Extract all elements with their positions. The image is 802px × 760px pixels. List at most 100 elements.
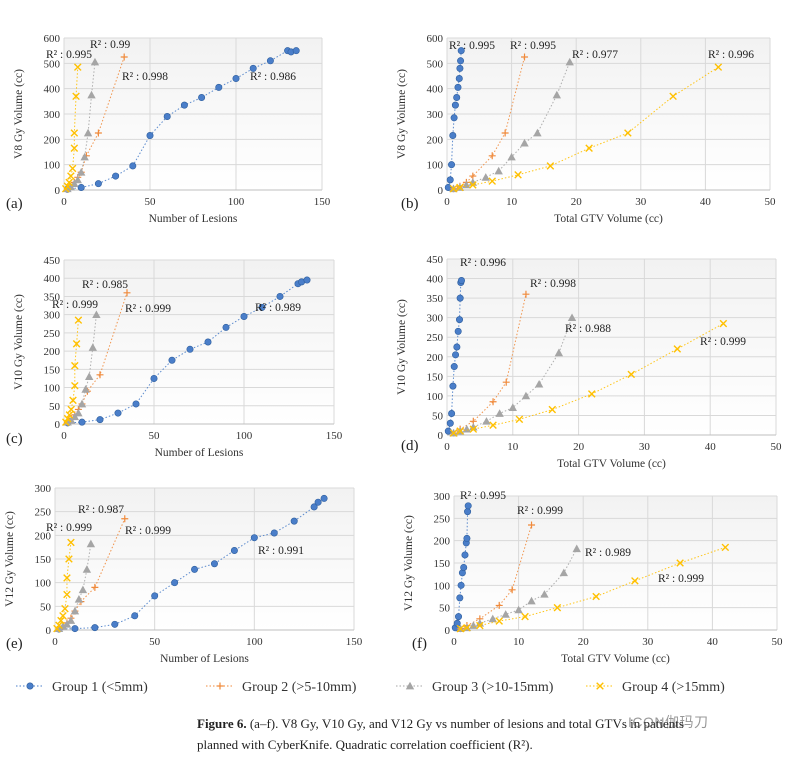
data-point-group-1 <box>150 374 158 382</box>
data-point-group-1 <box>180 101 188 109</box>
x-axis-title: Total GTV Volume (cc) <box>554 213 663 225</box>
y-tick-label: 400 <box>427 274 444 286</box>
y-tick-label: 200 <box>427 352 444 364</box>
data-point-group-3 <box>540 590 549 598</box>
data-point-group-3 <box>527 596 536 605</box>
y-tick-label: 150 <box>44 364 61 376</box>
data-point-group-1 <box>464 502 472 510</box>
x-tick-label: 50 <box>145 196 157 208</box>
x-tick-label: 50 <box>149 636 161 648</box>
legend-item-group-1: Group 1 (<5mm) <box>16 680 148 695</box>
data-point-group-3 <box>74 408 83 417</box>
data-point-group-4 <box>476 621 484 630</box>
data-point-group-4 <box>489 421 497 430</box>
legend-item-group-2: Group 2 (>5-10mm) <box>206 680 357 695</box>
data-point-group-1 <box>455 75 463 83</box>
data-point-group-1 <box>453 619 461 627</box>
data-point-group-3 <box>82 565 92 573</box>
data-point-group-3 <box>83 128 93 137</box>
y-tick-label: 600 <box>427 33 444 45</box>
data-point-group-1 <box>276 292 284 300</box>
y-tick-label: 300 <box>44 310 61 322</box>
data-point-group-1 <box>450 363 458 371</box>
y-tick-label: 0 <box>445 625 451 637</box>
y-axis-title: V12 Gy Volume (cc) <box>4 511 16 607</box>
r-squared-label: R² : 0.999 <box>52 299 98 311</box>
x-tick-label: 50 <box>772 636 784 648</box>
y-tick-label: 400 <box>44 273 61 285</box>
y-axis-title: V8 Gy Volume (cc) <box>396 69 408 159</box>
y-tick-label: 400 <box>427 84 444 96</box>
r-squared-label: R² : 0.988 <box>565 323 611 335</box>
r-squared-label: R² : 0.987 <box>78 504 124 516</box>
data-point-group-3 <box>77 168 86 176</box>
y-tick-label: 400 <box>44 84 61 96</box>
x-tick-label: 40 <box>705 441 717 453</box>
chart-legend: Group 1 (<5mm) Group 2 (>5-10mm) Group 3 (… <box>16 680 725 695</box>
data-point-group-4 <box>553 603 562 612</box>
data-point-group-1 <box>266 57 274 65</box>
r-squared-label: R² : 0.996 <box>460 257 506 269</box>
data-point-group-4 <box>68 164 77 173</box>
x-tick-label: 0 <box>61 430 67 442</box>
data-point-group-4 <box>546 162 555 170</box>
x-tick-label: 30 <box>635 196 647 208</box>
panel-label: (e) <box>6 636 23 652</box>
y-tick-label: 300 <box>427 109 444 121</box>
data-point-group-4 <box>67 405 75 414</box>
x-axis-title: Number of Lesions <box>149 213 238 225</box>
data-point-group-4 <box>587 390 596 398</box>
data-point-group-4 <box>714 63 723 71</box>
data-point-group-4 <box>456 427 464 435</box>
data-point-group-1 <box>232 75 240 83</box>
x-tick-label: 100 <box>236 430 253 442</box>
data-point-group-4 <box>719 319 728 328</box>
data-point-group-1 <box>456 316 464 324</box>
y-tick-label: 250 <box>434 513 451 525</box>
data-point-group-4 <box>469 181 477 189</box>
r-squared-label: R² : 0.999 <box>658 573 704 585</box>
y-tick-label: 150 <box>434 558 451 570</box>
chart-panel-c: 0 50 100 150 200 250 300 350 400 450 0 50 100 150 Numb… <box>6 255 343 459</box>
data-point-group-4 <box>488 177 497 185</box>
data-point-group-4 <box>63 414 72 423</box>
data-point-group-4 <box>669 92 677 101</box>
data-point-group-1 <box>457 57 465 65</box>
data-point-group-3 <box>62 620 72 628</box>
x-tick-label: 0 <box>451 636 457 648</box>
y-tick-label: 150 <box>427 371 444 383</box>
data-point-group-3 <box>80 152 89 161</box>
caption-line2: planned with CyberKnife. Quadratic corre… <box>197 737 533 752</box>
data-point-group-4 <box>624 129 632 137</box>
data-point-group-1 <box>114 409 122 417</box>
x-axis-title: Number of Lesions <box>160 653 249 665</box>
data-point-group-2 <box>502 378 510 386</box>
data-point-group-1 <box>91 624 99 632</box>
plot-area <box>64 260 334 424</box>
y-tick-label: 50 <box>439 603 451 615</box>
r-squared-label: R² : 0.999 <box>125 303 171 315</box>
data-point-group-1 <box>461 551 469 559</box>
data-point-group-4 <box>69 396 77 405</box>
data-point-group-2 <box>94 129 102 137</box>
data-point-group-1 <box>71 625 79 633</box>
data-point-group-1 <box>163 113 171 121</box>
data-point-group-1 <box>453 94 461 102</box>
data-point-group-3 <box>92 310 101 319</box>
y-tick-label: 0 <box>55 185 61 197</box>
panel-label: (a) <box>6 196 23 212</box>
data-point-group-1 <box>131 612 139 620</box>
data-point-group-4 <box>676 559 684 567</box>
data-point-group-3 <box>54 624 64 632</box>
legend-marker-cross-icon <box>596 682 604 690</box>
data-point-group-1 <box>250 534 258 542</box>
data-point-group-4 <box>631 577 639 585</box>
y-tick-label: 100 <box>434 580 451 592</box>
r-squared-label: R² : 0.977 <box>572 49 618 61</box>
data-point-group-4 <box>71 381 79 390</box>
y-tick-label: 0 <box>46 625 52 637</box>
r-squared-label: R² : 0.986 <box>250 71 296 83</box>
data-point-group-2 <box>501 129 509 137</box>
data-point-group-1 <box>240 312 248 320</box>
x-tick-label: 0 <box>52 636 58 648</box>
